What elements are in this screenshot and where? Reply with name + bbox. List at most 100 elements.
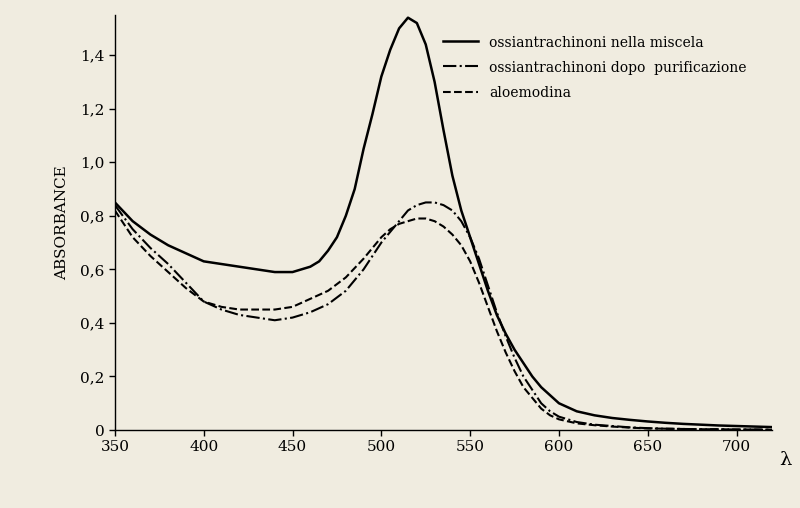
aloemodina <box>546 412 555 419</box>
ossiantrachinoni dopo  purificazione <box>732 426 742 432</box>
ossiantrachinoni dopo  purificazione <box>368 253 378 259</box>
aloemodina <box>483 304 493 310</box>
ossiantrachinoni dopo  purificazione <box>607 423 617 429</box>
aloemodina <box>438 224 448 230</box>
ossiantrachinoni dopo  purificazione <box>288 314 298 321</box>
Y-axis label: ABSORBANCE: ABSORBANCE <box>55 165 69 280</box>
aloemodina <box>474 280 484 286</box>
aloemodina <box>163 269 173 275</box>
ossiantrachinoni dopo  purificazione <box>421 200 430 206</box>
ossiantrachinoni nella miscela <box>510 346 519 353</box>
ossiantrachinoni dopo  purificazione <box>546 408 555 415</box>
ossiantrachinoni dopo  purificazione <box>661 426 670 432</box>
aloemodina <box>394 221 404 227</box>
ossiantrachinoni dopo  purificazione <box>234 312 244 318</box>
ossiantrachinoni dopo  purificazione <box>412 202 422 208</box>
ossiantrachinoni dopo  purificazione <box>527 387 537 393</box>
ossiantrachinoni dopo  purificazione <box>306 309 315 315</box>
ossiantrachinoni dopo  purificazione <box>403 207 413 213</box>
aloemodina <box>368 245 378 251</box>
aloemodina <box>403 218 413 224</box>
aloemodina <box>421 215 430 221</box>
ossiantrachinoni dopo  purificazione <box>457 218 466 224</box>
ossiantrachinoni nella miscela <box>368 111 378 117</box>
ossiantrachinoni dopo  purificazione <box>199 299 209 305</box>
aloemodina <box>181 285 190 291</box>
ossiantrachinoni dopo  purificazione <box>492 309 502 315</box>
ossiantrachinoni dopo  purificazione <box>386 229 395 235</box>
ossiantrachinoni nella miscela <box>714 423 724 429</box>
ossiantrachinoni dopo  purificazione <box>714 426 724 432</box>
ossiantrachinoni dopo  purificazione <box>750 426 759 432</box>
ossiantrachinoni dopo  purificazione <box>163 261 173 267</box>
aloemodina <box>234 306 244 312</box>
aloemodina <box>554 416 564 422</box>
ossiantrachinoni dopo  purificazione <box>626 424 635 430</box>
ossiantrachinoni dopo  purificazione <box>252 314 262 321</box>
aloemodina <box>590 422 599 428</box>
aloemodina <box>626 425 635 431</box>
aloemodina <box>341 274 350 280</box>
ossiantrachinoni dopo  purificazione <box>767 427 777 433</box>
ossiantrachinoni dopo  purificazione <box>128 226 138 232</box>
ossiantrachinoni dopo  purificazione <box>377 240 386 246</box>
aloemodina <box>492 328 502 334</box>
aloemodina <box>288 304 298 310</box>
ossiantrachinoni dopo  purificazione <box>518 373 528 379</box>
ossiantrachinoni dopo  purificazione <box>323 301 333 307</box>
aloemodina <box>270 306 279 312</box>
ossiantrachinoni dopo  purificazione <box>643 425 653 431</box>
aloemodina <box>323 288 333 294</box>
ossiantrachinoni dopo  purificazione <box>270 317 279 323</box>
aloemodina <box>252 306 262 312</box>
X-axis label: λ: λ <box>779 451 791 469</box>
ossiantrachinoni dopo  purificazione <box>554 414 564 420</box>
ossiantrachinoni nella miscela <box>181 250 190 257</box>
aloemodina <box>661 426 670 432</box>
Legend: ossiantrachinoni nella miscela, ossiantrachinoni dopo  purificazione, aloemodina: ossiantrachinoni nella miscela, ossiantr… <box>438 30 752 106</box>
ossiantrachinoni dopo  purificazione <box>146 245 155 251</box>
aloemodina <box>110 207 120 213</box>
ossiantrachinoni dopo  purificazione <box>483 282 493 289</box>
ossiantrachinoni dopo  purificazione <box>394 218 404 224</box>
aloemodina <box>518 384 528 390</box>
aloemodina <box>696 426 706 432</box>
aloemodina <box>750 426 759 432</box>
aloemodina <box>527 395 537 401</box>
aloemodina <box>377 234 386 240</box>
ossiantrachinoni dopo  purificazione <box>181 280 190 286</box>
aloemodina <box>501 350 510 356</box>
aloemodina <box>466 258 475 264</box>
Line: ossiantrachinoni dopo  purificazione: ossiantrachinoni dopo purificazione <box>115 203 772 430</box>
Line: aloemodina: aloemodina <box>115 210 772 430</box>
aloemodina <box>199 299 209 305</box>
aloemodina <box>146 253 155 259</box>
ossiantrachinoni dopo  purificazione <box>110 202 120 208</box>
ossiantrachinoni dopo  purificazione <box>536 400 546 406</box>
aloemodina <box>643 425 653 431</box>
ossiantrachinoni dopo  purificazione <box>696 426 706 432</box>
aloemodina <box>714 426 724 432</box>
ossiantrachinoni dopo  purificazione <box>341 288 350 294</box>
Line: ossiantrachinoni nella miscela: ossiantrachinoni nella miscela <box>115 18 772 427</box>
aloemodina <box>572 420 582 426</box>
aloemodina <box>732 426 742 432</box>
ossiantrachinoni dopo  purificazione <box>438 202 448 208</box>
ossiantrachinoni dopo  purificazione <box>447 207 457 213</box>
ossiantrachinoni nella miscela <box>492 312 502 318</box>
aloemodina <box>128 234 138 240</box>
aloemodina <box>607 424 617 430</box>
aloemodina <box>536 405 546 411</box>
ossiantrachinoni dopo  purificazione <box>217 306 226 312</box>
ossiantrachinoni dopo  purificazione <box>474 256 484 262</box>
ossiantrachinoni nella miscela <box>403 15 413 21</box>
aloemodina <box>447 232 457 238</box>
aloemodina <box>430 218 439 224</box>
ossiantrachinoni dopo  purificazione <box>678 426 688 432</box>
ossiantrachinoni nella miscela <box>430 79 439 85</box>
ossiantrachinoni nella miscela <box>110 200 120 206</box>
aloemodina <box>678 426 688 432</box>
aloemodina <box>767 427 777 433</box>
aloemodina <box>386 226 395 232</box>
aloemodina <box>412 215 422 221</box>
